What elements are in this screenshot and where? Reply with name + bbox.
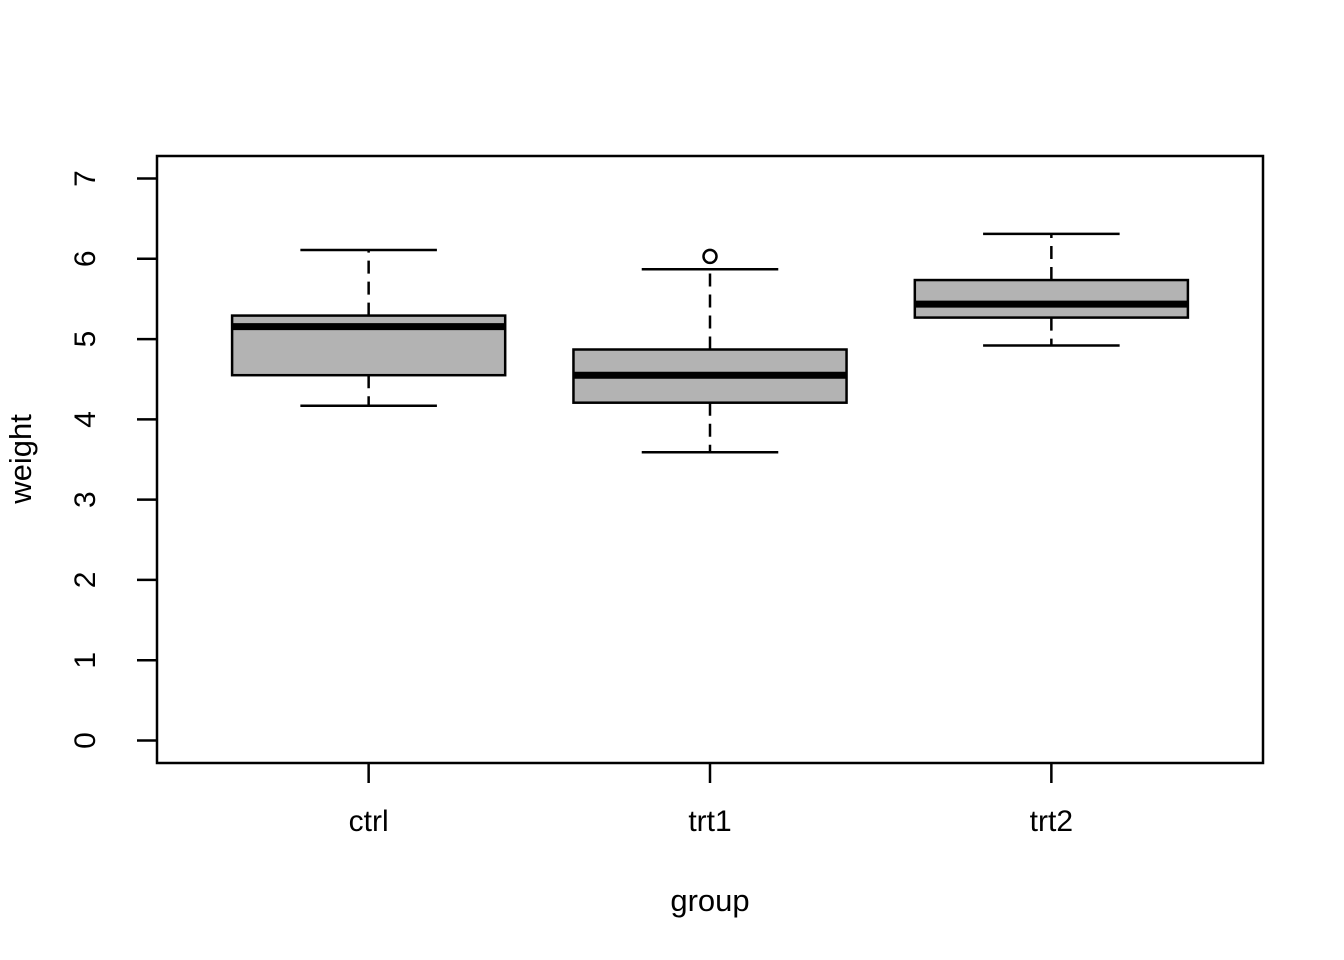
y-tick-label: 3: [69, 491, 102, 508]
y-tick-label: 4: [69, 411, 102, 428]
outlier-point: [702, 248, 718, 265]
y-tick-label: 5: [69, 331, 102, 348]
y-tick-label: 1: [69, 652, 102, 669]
boxplot-trt1: [572, 248, 848, 454]
x-axis-title: group: [670, 883, 749, 918]
plot-border: [155, 154, 1265, 765]
x-tick-label-ctrl: ctrl: [349, 805, 389, 838]
plot-layer: 0 1 2 3 4 5 6 7 ctrl trt1 trt2: [69, 154, 1265, 838]
x-tick-label-trt2: trt2: [1030, 805, 1073, 838]
y-tick-label: 7: [69, 170, 102, 187]
iqr-box: [913, 278, 1190, 319]
boxplot-ctrl: [230, 248, 507, 407]
boxplot-trt2: [913, 232, 1190, 347]
y-tick-label: 2: [69, 572, 102, 589]
y-tick-label: 6: [69, 250, 102, 267]
x-tick-label-trt1: trt1: [688, 805, 731, 838]
y-tick-label: 0: [69, 732, 102, 749]
y-axis-title: weight: [3, 414, 38, 505]
